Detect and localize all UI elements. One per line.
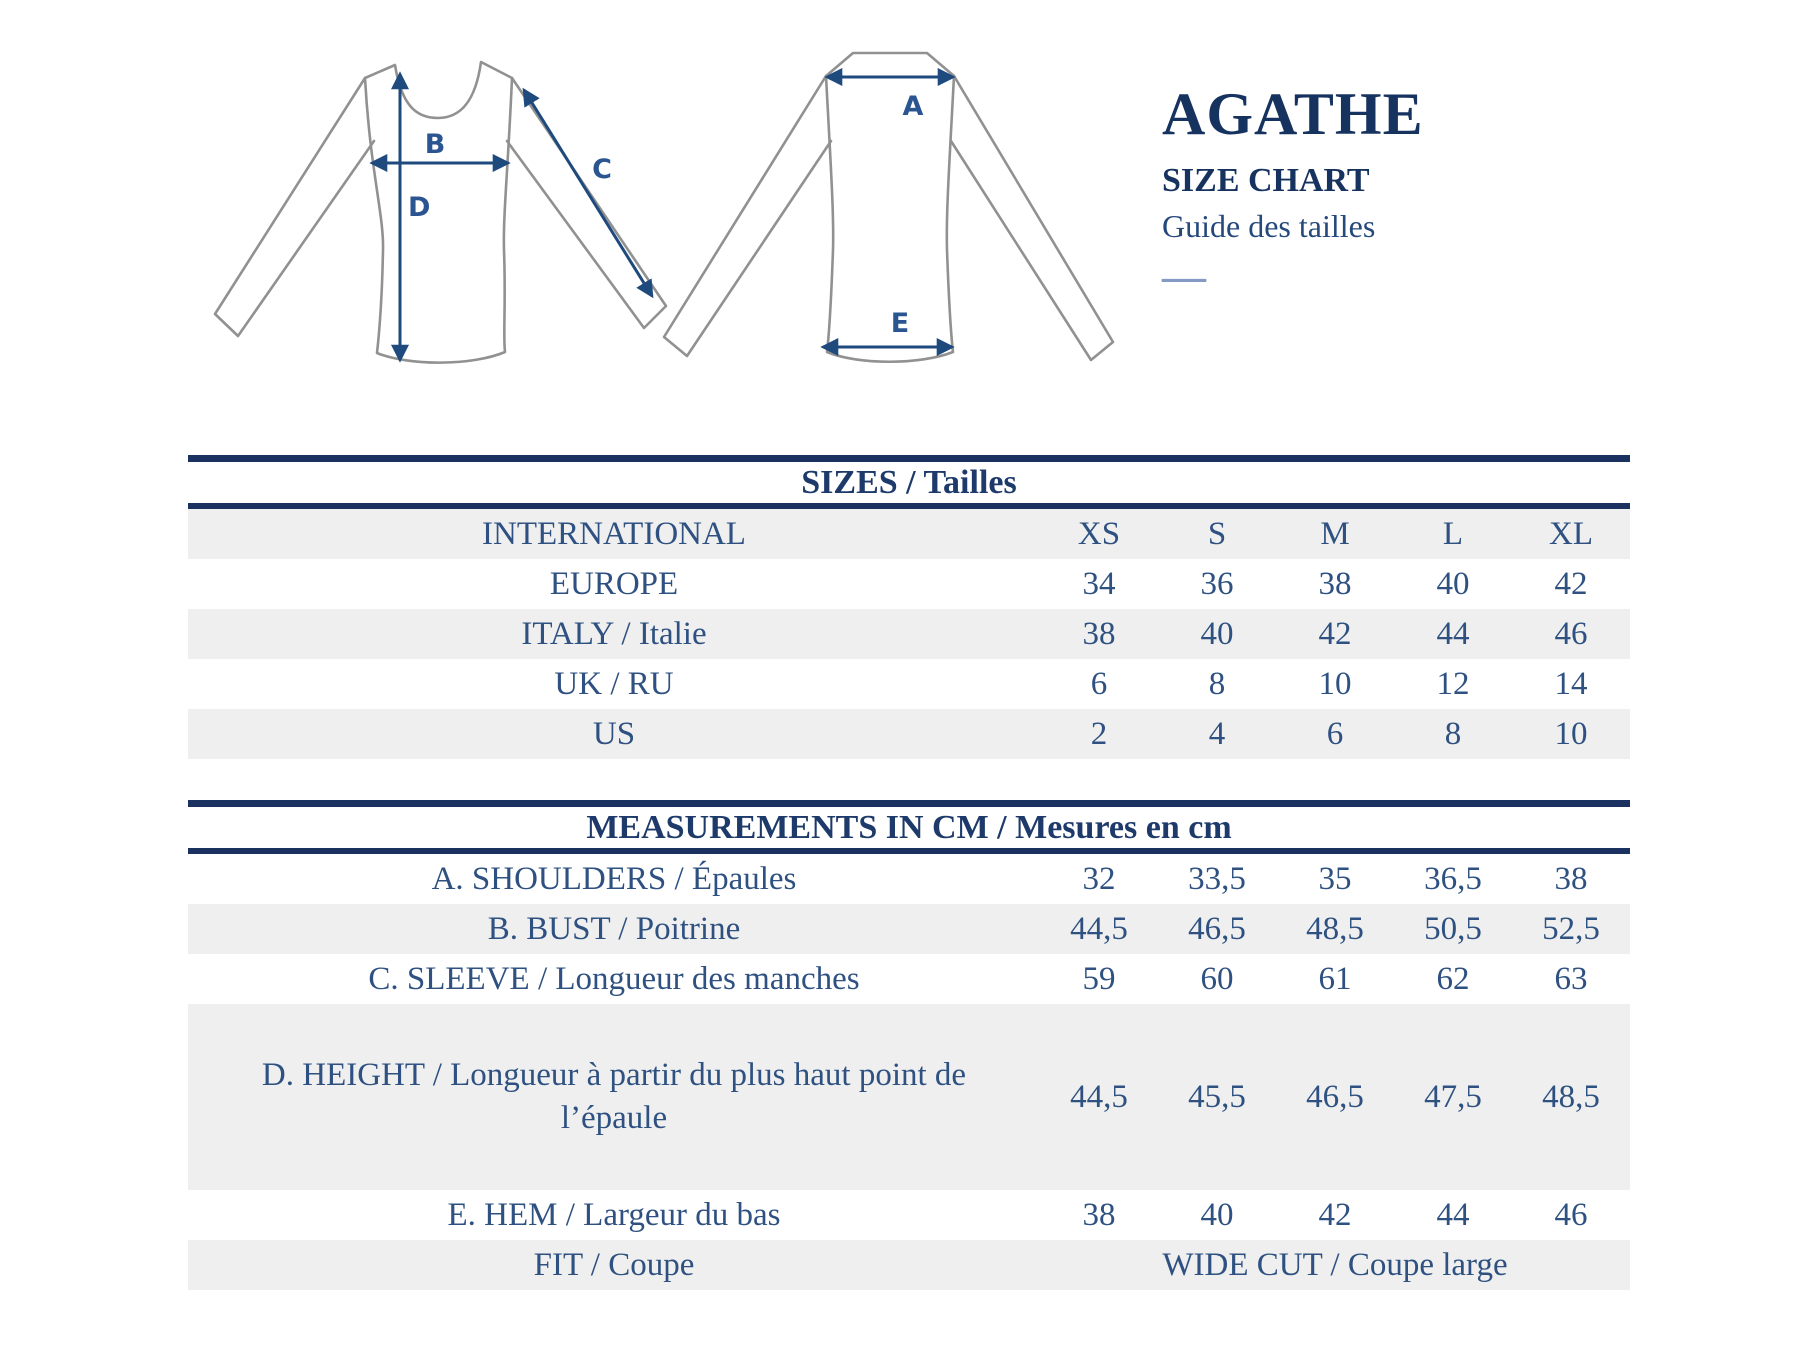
row-value: 46 bbox=[1554, 1196, 1588, 1233]
measurement-arrows: B D C A E bbox=[369, 68, 956, 363]
row-value: 44,5 bbox=[1070, 910, 1128, 947]
row-label: C. SLEEVE / Longueur des manches bbox=[368, 960, 860, 997]
row-value: 8 bbox=[1444, 715, 1462, 752]
table-row: EUROPE 34 36 38 40 42 bbox=[188, 559, 1630, 609]
garment-back-outline bbox=[662, 51, 1115, 364]
row-value: 12 bbox=[1436, 665, 1470, 702]
row-value: 47,5 bbox=[1424, 1078, 1482, 1115]
row-label: FIT / Coupe bbox=[533, 1246, 695, 1283]
row-value: 38 bbox=[1082, 1196, 1116, 1233]
row-value: 35 bbox=[1318, 860, 1352, 897]
row-value: S bbox=[1207, 515, 1227, 552]
row-value: 38 bbox=[1082, 615, 1116, 652]
size-chart-title: SIZE CHART bbox=[1162, 162, 1370, 199]
product-name: AGATHE bbox=[1162, 81, 1424, 147]
row-label: A. SHOULDERS / Épaules bbox=[431, 860, 797, 897]
table-row: INTERNATIONAL XS S M L XL bbox=[188, 509, 1630, 559]
row-value: 40 bbox=[1436, 565, 1470, 602]
row-value: 46 bbox=[1554, 615, 1588, 652]
row-value: L bbox=[1442, 515, 1464, 552]
row-value: 60 bbox=[1200, 960, 1234, 997]
table-row: US 2 4 6 8 10 bbox=[188, 709, 1630, 759]
table-row: E. HEM / Largeur du bas 38 40 42 44 46 bbox=[188, 1190, 1630, 1240]
row-value: 48,5 bbox=[1306, 910, 1364, 947]
row-value: XL bbox=[1549, 515, 1593, 552]
row-value: 14 bbox=[1554, 665, 1588, 702]
garment-measurement-diagram: B D C A E bbox=[213, 51, 1115, 364]
row-value: 42 bbox=[1318, 1196, 1352, 1233]
row-value: 10 bbox=[1554, 715, 1588, 752]
sizes-table-title: SIZES / Tailles bbox=[188, 455, 1630, 509]
row-value: 44 bbox=[1436, 1196, 1470, 1233]
row-label: US bbox=[592, 715, 636, 752]
row-value: 52,5 bbox=[1542, 910, 1600, 947]
row-value: 10 bbox=[1318, 665, 1352, 702]
size-chart-subtitle: Guide des tailles bbox=[1162, 208, 1376, 244]
row-value: 34 bbox=[1082, 565, 1116, 602]
measure-label-e: E bbox=[891, 308, 909, 339]
row-value: 38 bbox=[1318, 565, 1352, 602]
sizes-table: SIZES / Tailles INTERNATIONAL XS S M L XL EURO… bbox=[188, 455, 1630, 759]
row-value: XS bbox=[1077, 515, 1121, 552]
row-value: 33,5 bbox=[1188, 860, 1246, 897]
row-value: 38 bbox=[1554, 860, 1588, 897]
row-value: 42 bbox=[1554, 565, 1588, 602]
row-value: 62 bbox=[1436, 960, 1470, 997]
row-value: 32 bbox=[1082, 860, 1116, 897]
row-value: 45,5 bbox=[1188, 1078, 1246, 1115]
measure-label-c: C bbox=[592, 154, 612, 185]
row-label: D. HEIGHT / Longueur à partir du plus ha… bbox=[261, 1057, 967, 1136]
measure-arrow-c bbox=[522, 87, 654, 299]
row-label: INTERNATIONAL bbox=[482, 515, 746, 552]
row-value: 59 bbox=[1082, 960, 1116, 997]
row-value: 40 bbox=[1200, 1196, 1234, 1233]
table-row: A. SHOULDERS / Épaules 32 33,5 35 36,5 38 bbox=[188, 854, 1630, 904]
table-row: D. HEIGHT / Longueur à partir du plus ha… bbox=[188, 1004, 1630, 1190]
row-span-value: WIDE CUT / Coupe large bbox=[1162, 1246, 1508, 1283]
row-value: 4 bbox=[1208, 715, 1226, 752]
row-value: 44,5 bbox=[1070, 1078, 1128, 1115]
measurements-table-rows: A. SHOULDERS / Épaules 32 33,5 35 36,5 38 B. B… bbox=[188, 854, 1630, 1290]
measure-label-d: D bbox=[408, 192, 430, 223]
table-row: ITALY / Italie 38 40 42 44 46 bbox=[188, 609, 1630, 659]
measurements-table: MEASUREMENTS IN CM / Mesures en cm A. SH… bbox=[188, 800, 1630, 1290]
measure-label-b: B bbox=[425, 129, 446, 160]
row-label: B. BUST / Poitrine bbox=[487, 910, 741, 947]
row-label: ITALY / Italie bbox=[521, 615, 707, 652]
row-value: 48,5 bbox=[1542, 1078, 1600, 1115]
row-value: 50,5 bbox=[1424, 910, 1482, 947]
row-value: 40 bbox=[1200, 615, 1234, 652]
row-value: 46,5 bbox=[1306, 1078, 1364, 1115]
table-row: FIT / Coupe WIDE CUT / Coupe large bbox=[188, 1240, 1630, 1290]
table-row: UK / RU 6 8 10 12 14 bbox=[188, 659, 1630, 709]
title-block: AGATHE SIZE CHART Guide des tailles — bbox=[1162, 81, 1424, 301]
row-value: 8 bbox=[1208, 665, 1226, 702]
row-value: 61 bbox=[1318, 960, 1352, 997]
row-value: 63 bbox=[1554, 960, 1588, 997]
table-row: B. BUST / Poitrine 44,5 46,5 48,5 50,5 52,5 bbox=[188, 904, 1630, 954]
row-value: 46,5 bbox=[1188, 910, 1246, 947]
row-value: 36 bbox=[1200, 565, 1234, 602]
row-value: M bbox=[1320, 515, 1350, 552]
row-label: EUROPE bbox=[549, 565, 679, 602]
row-value: 2 bbox=[1090, 715, 1108, 752]
divider-dash: — bbox=[1162, 252, 1206, 301]
measure-label-a: A bbox=[903, 91, 924, 122]
measurements-table-title: MEASUREMENTS IN CM / Mesures en cm bbox=[188, 800, 1630, 854]
row-value: 6 bbox=[1090, 665, 1108, 702]
row-value: 36,5 bbox=[1424, 860, 1482, 897]
row-value: 6 bbox=[1326, 715, 1344, 752]
row-value: 42 bbox=[1318, 615, 1352, 652]
row-label: E. HEM / Largeur du bas bbox=[447, 1196, 781, 1233]
row-label: UK / RU bbox=[554, 665, 674, 702]
sizes-table-rows: INTERNATIONAL XS S M L XL EUROPE 34 36 38 40 42 ITAL… bbox=[188, 509, 1630, 759]
row-value: 44 bbox=[1436, 615, 1470, 652]
table-row: C. SLEEVE / Longueur des manches 59 60 61 62… bbox=[188, 954, 1630, 1004]
